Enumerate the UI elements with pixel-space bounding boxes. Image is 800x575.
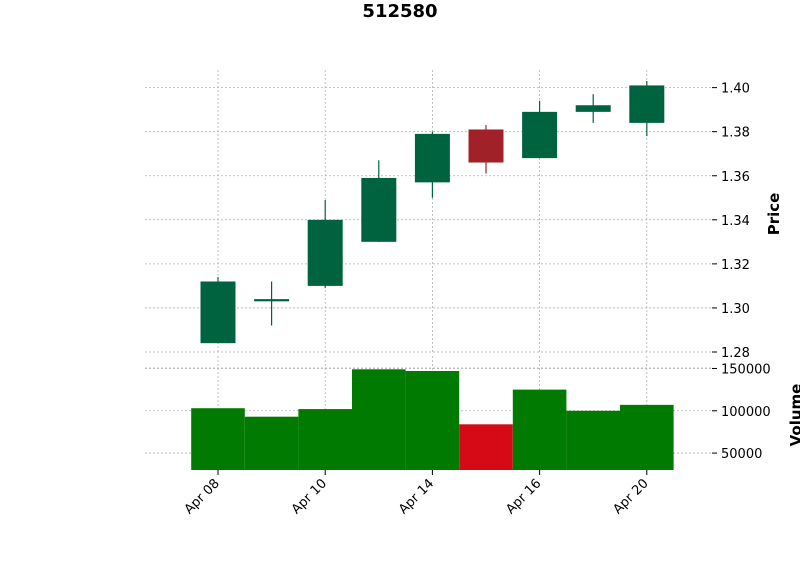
volume-bar (512, 389, 567, 470)
candle-body (254, 299, 290, 302)
candle-body (468, 129, 504, 163)
candles-layer (200, 81, 665, 344)
volume-bar (620, 404, 674, 470)
candle-body (629, 85, 665, 123)
price-tick-label: 1.28 (721, 346, 750, 361)
volume-tick-label: 100000 (721, 405, 771, 420)
candle-body (307, 219, 343, 286)
candle-body (575, 105, 611, 112)
price-tick-label: 1.34 (721, 214, 750, 229)
date-tick-label: Apr 08 (182, 476, 223, 517)
date-tick-label: Apr 14 (396, 476, 437, 517)
volume-bar (352, 369, 406, 470)
price-tick-label: 1.30 (721, 302, 750, 317)
price-axis-label: Price (765, 193, 783, 236)
price-grid (145, 70, 712, 353)
volume-bar (244, 416, 299, 470)
date-tick-label: Apr 16 (503, 476, 544, 517)
volume-tick-label: 150000 (721, 362, 771, 377)
price-tick-label: 1.36 (721, 170, 750, 185)
candle-body (200, 281, 236, 344)
volume-axis-label: Volume (787, 384, 800, 447)
chart-title: 512580 (362, 1, 437, 22)
candle-body (414, 133, 450, 183)
price-tick-label: 1.32 (721, 258, 750, 273)
price-tick-label: 1.38 (721, 126, 750, 141)
candle-body (522, 111, 558, 159)
volume-bar (566, 410, 620, 470)
date-tick-label: Apr 20 (610, 476, 651, 517)
volume-axis: 50000 100000 150000 (712, 362, 771, 462)
volume-bar (191, 408, 245, 470)
volume-bars-layer (191, 369, 674, 470)
candle-body (361, 177, 397, 242)
price-tick-label: 1.40 (721, 82, 750, 97)
volume-bar (298, 409, 352, 470)
volume-tick-label: 50000 (721, 447, 762, 462)
volume-bar (459, 424, 513, 470)
date-tick-label: Apr 10 (289, 476, 330, 517)
volume-bar (405, 371, 460, 470)
price-axis: 1.28 1.30 1.32 1.34 1.36 1.38 1.40 (712, 82, 750, 361)
date-axis: Apr 08 Apr 10 Apr 14 Apr 16 Apr 20 (182, 470, 652, 517)
